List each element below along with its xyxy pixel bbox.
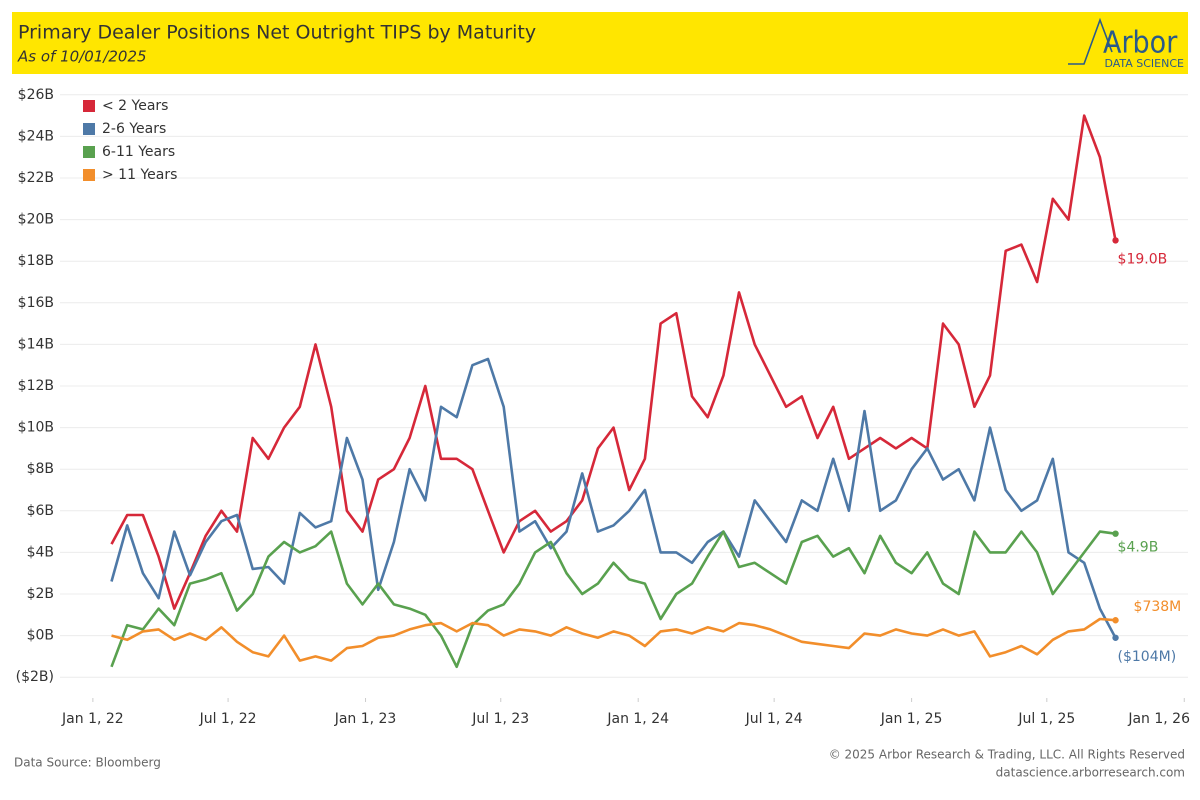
legend-label: > 11 Years	[102, 167, 177, 183]
end-label: $19.0B	[1118, 251, 1168, 267]
y-tick-label: $14B	[18, 336, 54, 352]
end-point	[1112, 530, 1119, 537]
y-tick-label: $16B	[18, 295, 54, 311]
legend-swatch	[83, 169, 95, 181]
y-tick-label: $24B	[18, 128, 54, 144]
y-tick-label: $2B	[27, 586, 54, 602]
y-tick-label: $12B	[18, 378, 54, 394]
chart-subtitle: As of 10/01/2025	[17, 48, 147, 66]
x-tick-label: Jan 1, 24	[606, 711, 669, 727]
copyright: © 2025 Arbor Research & Trading, LLC. Al…	[829, 748, 1185, 762]
data-source: Data Source: Bloomberg	[14, 756, 161, 770]
x-tick-label: Jul 1, 25	[1017, 711, 1075, 727]
x-tick-label: Jul 1, 24	[745, 711, 803, 727]
logo-mark	[1068, 17, 1113, 65]
y-tick-label: $10B	[18, 420, 54, 436]
logo-subtext: DATA SCIENCE	[1104, 57, 1184, 70]
x-tick-label: Jul 1, 22	[199, 711, 257, 727]
y-tick-label: $4B	[27, 544, 54, 560]
x-tick-label: Jan 1, 25	[880, 711, 943, 727]
legend-swatch	[83, 100, 95, 112]
logo-text: Arbor	[1103, 26, 1178, 61]
legend-label: < 2 Years	[102, 98, 168, 114]
x-tick-label: Jul 1, 23	[471, 711, 529, 727]
end-label: $738M	[1134, 599, 1182, 615]
end-label: ($104M)	[1118, 649, 1177, 665]
y-tick-label: $8B	[27, 461, 54, 477]
website: datascience.arborresearch.com	[996, 766, 1185, 780]
y-tick-label: $26B	[18, 87, 54, 103]
plot-area: ($2B) $0B $2B $4B $6B $8B $10B $12B $14B $16B $18B…	[16, 87, 1190, 727]
end-label: $4.9B	[1118, 540, 1159, 556]
x-tick-label: Jan 1, 26	[1127, 711, 1190, 727]
series-line	[110, 114, 1117, 610]
x-tick-label: Jan 1, 23	[334, 711, 397, 727]
end-point	[1112, 237, 1119, 244]
series-line	[111, 617, 1116, 662]
series-line	[110, 530, 1116, 669]
header-band	[12, 12, 1188, 74]
chart-title: Primary Dealer Positions Net Outright TI…	[18, 22, 536, 44]
legend-label: 6-11 Years	[102, 144, 175, 160]
y-tick-label: $20B	[18, 212, 54, 228]
legend-label: 2-6 Years	[102, 121, 166, 137]
end-point	[1112, 634, 1119, 641]
x-tick-label: Jan 1, 22	[61, 711, 124, 727]
end-point	[1112, 617, 1119, 624]
y-tick-label: $0B	[27, 628, 54, 644]
y-tick-label: $22B	[18, 170, 54, 186]
series-line	[110, 357, 1117, 639]
legend-swatch	[83, 146, 95, 158]
legend-swatch	[83, 123, 95, 135]
y-tick-label: $6B	[27, 503, 54, 519]
y-tick-label: $18B	[18, 253, 54, 269]
y-tick-label: ($2B)	[16, 669, 54, 685]
